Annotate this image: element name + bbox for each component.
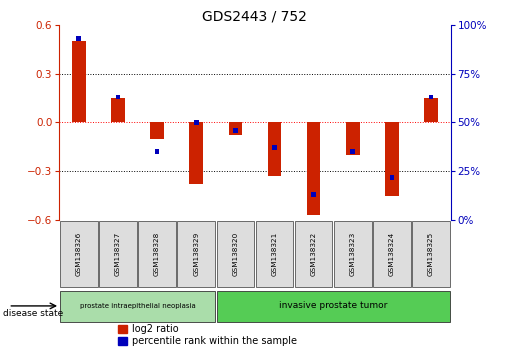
Bar: [190, 122, 203, 184]
Bar: [150, 122, 164, 139]
Bar: [311, 192, 316, 197]
FancyBboxPatch shape: [217, 221, 254, 287]
Bar: [118, 337, 127, 345]
FancyBboxPatch shape: [217, 291, 450, 322]
Text: invasive prostate tumor: invasive prostate tumor: [279, 301, 387, 310]
Text: GSM138325: GSM138325: [428, 232, 434, 276]
FancyBboxPatch shape: [373, 221, 410, 287]
FancyBboxPatch shape: [178, 221, 215, 287]
Bar: [272, 145, 277, 150]
FancyBboxPatch shape: [99, 221, 136, 287]
Bar: [389, 175, 394, 179]
Bar: [268, 122, 281, 176]
Bar: [424, 98, 438, 122]
Text: GSM138328: GSM138328: [154, 232, 160, 276]
FancyBboxPatch shape: [139, 221, 176, 287]
FancyBboxPatch shape: [60, 291, 215, 322]
FancyBboxPatch shape: [256, 221, 293, 287]
Bar: [307, 122, 320, 215]
Text: GSM138329: GSM138329: [193, 232, 199, 276]
Bar: [229, 122, 242, 136]
Bar: [154, 149, 160, 154]
Bar: [428, 95, 434, 99]
FancyBboxPatch shape: [295, 221, 332, 287]
Text: GSM138326: GSM138326: [76, 232, 82, 276]
Bar: [194, 120, 199, 125]
Text: GSM138321: GSM138321: [271, 232, 278, 276]
FancyBboxPatch shape: [334, 221, 371, 287]
Text: GSM138324: GSM138324: [389, 232, 395, 276]
Text: log2 ratio: log2 ratio: [132, 324, 178, 334]
Title: GDS2443 / 752: GDS2443 / 752: [202, 10, 307, 24]
Bar: [346, 122, 359, 155]
Bar: [118, 325, 127, 333]
Bar: [111, 98, 125, 122]
FancyBboxPatch shape: [413, 221, 450, 287]
Text: GSM138320: GSM138320: [232, 232, 238, 276]
Text: GSM138323: GSM138323: [350, 232, 356, 276]
Bar: [385, 122, 399, 196]
Text: GSM138327: GSM138327: [115, 232, 121, 276]
Bar: [72, 41, 85, 122]
Bar: [115, 95, 121, 99]
FancyBboxPatch shape: [60, 221, 97, 287]
Bar: [76, 36, 81, 41]
Text: percentile rank within the sample: percentile rank within the sample: [132, 336, 297, 346]
Text: disease state: disease state: [3, 309, 63, 318]
Text: GSM138322: GSM138322: [311, 232, 317, 276]
Text: prostate intraepithelial neoplasia: prostate intraepithelial neoplasia: [80, 303, 195, 309]
Bar: [233, 128, 238, 133]
Bar: [350, 149, 355, 154]
